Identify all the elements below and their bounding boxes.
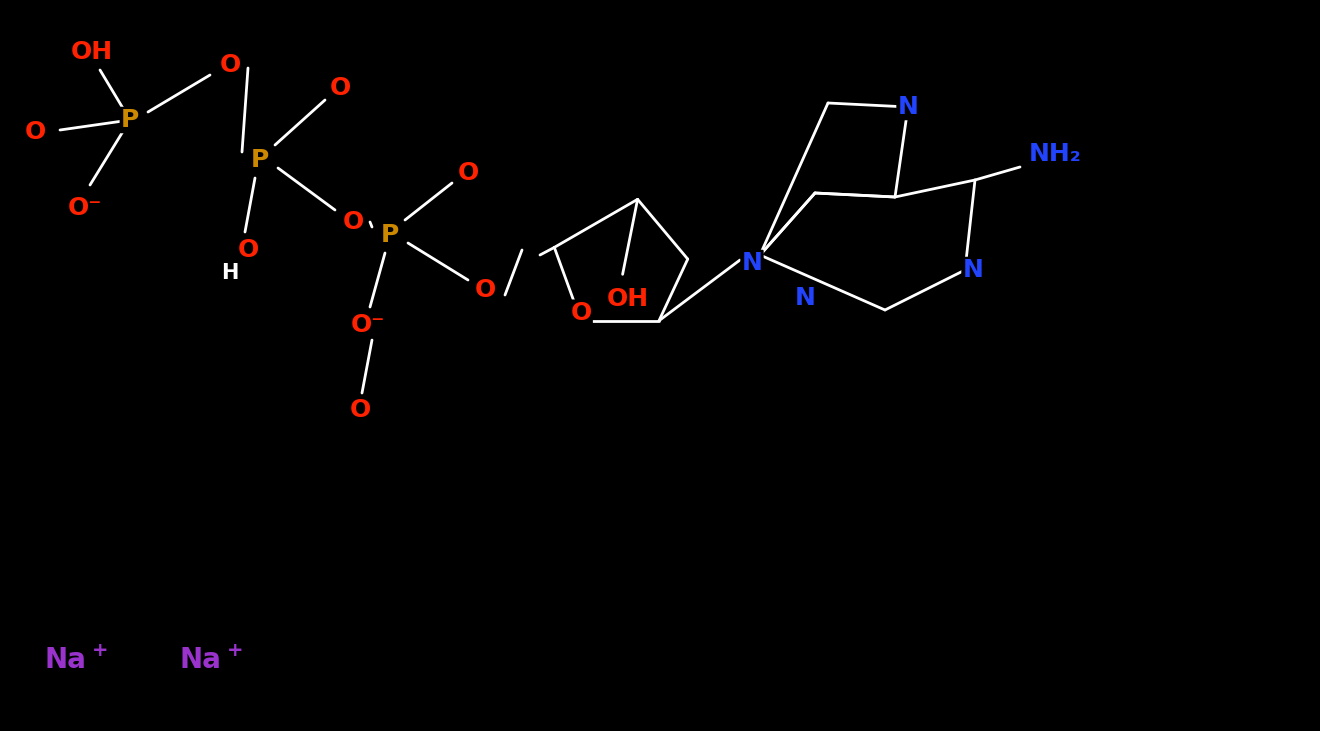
Text: P: P — [121, 108, 139, 132]
Text: N: N — [795, 286, 816, 310]
Text: OH: OH — [71, 40, 114, 64]
Text: O: O — [238, 238, 259, 262]
Text: O: O — [24, 120, 46, 144]
Text: O: O — [342, 210, 363, 234]
Text: O: O — [219, 53, 240, 77]
Text: O: O — [457, 161, 479, 185]
Text: +: + — [227, 640, 243, 659]
Text: OH: OH — [606, 287, 648, 311]
Text: O: O — [330, 76, 351, 100]
Text: N: N — [898, 95, 919, 119]
Text: O⁻: O⁻ — [351, 313, 385, 337]
Text: N: N — [742, 251, 763, 275]
Text: N: N — [962, 258, 983, 282]
Text: O: O — [350, 398, 371, 422]
Text: P: P — [381, 223, 399, 247]
Text: P: P — [251, 148, 269, 172]
Text: H: H — [222, 263, 239, 283]
Text: NH₂: NH₂ — [1028, 142, 1081, 166]
Text: O: O — [474, 278, 495, 302]
Text: O: O — [570, 300, 591, 325]
Text: +: + — [92, 640, 108, 659]
Text: Na: Na — [180, 646, 220, 674]
Text: O⁻: O⁻ — [67, 196, 102, 220]
Text: Na: Na — [44, 646, 86, 674]
